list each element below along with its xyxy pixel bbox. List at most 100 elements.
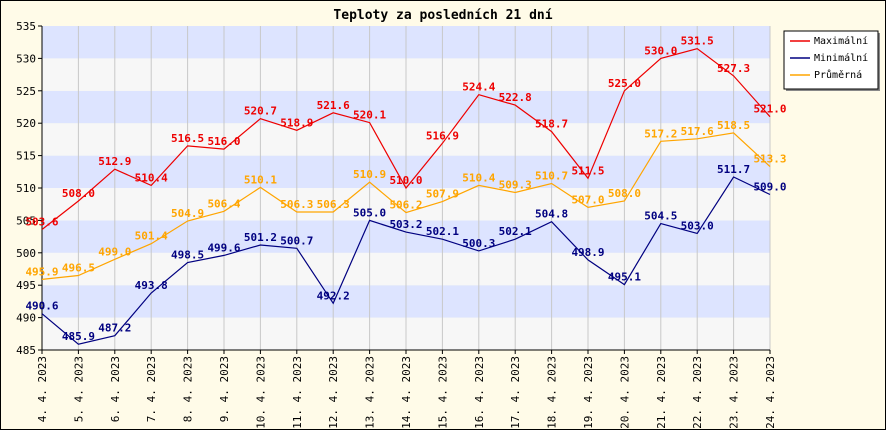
x-tick-label: 13. 4. 2023 — [364, 356, 377, 429]
data-label: 520.1 — [353, 109, 386, 122]
data-label: 496.5 — [62, 261, 95, 274]
data-label: 507.0 — [571, 193, 604, 206]
x-tick-label: 12. 4. 2023 — [327, 356, 340, 429]
data-label: 527.3 — [717, 62, 750, 75]
chart-title: Teploty za posledních 21 dní — [333, 8, 552, 23]
data-label: 507.9 — [426, 188, 459, 201]
data-label: 506.2 — [389, 199, 422, 212]
legend: Maximální Minimální Průměrná — [783, 30, 880, 91]
data-label: 522.8 — [499, 91, 532, 104]
x-tick-label: 7. 4. 2023 — [145, 356, 158, 422]
data-label: 511.7 — [717, 163, 750, 176]
data-label: 510.9 — [353, 168, 386, 181]
y-tick-label: 520 — [16, 117, 36, 130]
data-label: 503.2 — [389, 218, 422, 231]
x-tick-label: 23. 4. 2023 — [728, 356, 741, 429]
data-label: 516.9 — [426, 129, 459, 142]
x-tick-label: 18. 4. 2023 — [546, 356, 559, 429]
x-tick-label: 11. 4. 2023 — [291, 356, 304, 429]
data-label: 520.7 — [244, 105, 277, 118]
data-label: 502.1 — [499, 225, 532, 238]
data-label: 506.3 — [280, 198, 313, 211]
x-tick-label: 14. 4. 2023 — [400, 356, 413, 429]
data-label: 502.1 — [426, 225, 459, 238]
data-label: 485.9 — [62, 330, 95, 343]
data-label: 517.2 — [644, 127, 677, 140]
data-label: 503.6 — [25, 215, 58, 228]
data-label: 493.8 — [135, 279, 168, 292]
data-label: 490.6 — [25, 300, 58, 313]
data-label: 504.9 — [171, 207, 204, 220]
y-tick-label: 525 — [16, 85, 36, 98]
x-tick-label: 19. 4. 2023 — [582, 356, 595, 429]
data-label: 518.5 — [717, 119, 750, 132]
data-label: 498.9 — [571, 246, 604, 259]
data-label: 530.0 — [644, 44, 677, 57]
data-label: 512.9 — [98, 155, 131, 168]
data-label: 525.0 — [608, 77, 641, 90]
data-label: 513.3 — [753, 153, 786, 166]
y-tick-label: 490 — [16, 312, 36, 325]
x-tick-label: 8. 4. 2023 — [182, 356, 195, 422]
series-line-1 — [41, 176, 771, 345]
y-tick-label: 515 — [16, 150, 36, 163]
x-tick-label: 22. 4. 2023 — [691, 356, 704, 429]
data-label: 499.6 — [207, 241, 240, 254]
data-label: 500.3 — [462, 237, 495, 250]
data-label: 521.6 — [317, 99, 350, 112]
y-tick-label: 535 — [16, 20, 36, 33]
data-label: 487.2 — [98, 322, 131, 335]
y-tick-label: 500 — [16, 247, 36, 260]
x-tick-label: 15. 4. 2023 — [436, 356, 449, 429]
data-label: 524.4 — [462, 81, 495, 94]
x-tick-label: 10. 4. 2023 — [254, 356, 267, 429]
y-tick-label: 510 — [16, 182, 36, 195]
data-label: 506.3 — [317, 198, 350, 211]
series-lines — [41, 48, 771, 345]
series-line-2 — [41, 132, 771, 280]
data-label: 506.4 — [207, 197, 240, 210]
data-label: 518.7 — [535, 118, 568, 131]
data-label: 495.9 — [25, 265, 58, 278]
data-label: 492.2 — [317, 289, 350, 302]
data-label: 531.5 — [681, 35, 714, 48]
data-label: 510.0 — [389, 174, 422, 187]
data-label: 516.0 — [207, 135, 240, 148]
axes: 485 490 495 500 505 510 515 520 525 530 535 4. 4. 2… — [16, 20, 777, 429]
series-line-0 — [41, 48, 771, 230]
x-tick-label: 6. 4. 2023 — [109, 356, 122, 422]
x-tick-label: 21. 4. 2023 — [655, 356, 668, 429]
y-tick-label: 530 — [16, 52, 36, 65]
x-tick-label: 16. 4. 2023 — [473, 356, 486, 429]
y-tick-label: 485 — [16, 344, 36, 357]
data-label: 510.1 — [244, 173, 277, 186]
x-tick-label: 20. 4. 2023 — [618, 356, 631, 429]
data-label: 500.7 — [280, 234, 313, 247]
data-label: 521.0 — [753, 103, 786, 116]
data-label: 509.3 — [499, 179, 532, 192]
legend-label: Průměrná — [814, 69, 862, 81]
data-label: 503.0 — [681, 219, 714, 232]
data-label: 508.0 — [62, 187, 95, 200]
data-label: 504.8 — [535, 208, 568, 221]
x-tick-label: 4. 4. 2023 — [36, 356, 49, 422]
x-tick-label: 17. 4. 2023 — [509, 356, 522, 429]
legend-label: Maximální — [814, 35, 868, 47]
y-tick-label: 505 — [16, 214, 36, 227]
data-label: 510.7 — [535, 169, 568, 182]
data-label: 511.5 — [571, 164, 604, 177]
x-tick-label: 24. 4. 2023 — [764, 356, 777, 429]
data-label: 508.0 — [608, 187, 641, 200]
data-label: 501.2 — [244, 231, 277, 244]
data-label: 501.4 — [135, 230, 168, 243]
data-label: 495.1 — [608, 271, 641, 284]
data-label: 504.5 — [644, 210, 677, 223]
y-tick-label: 495 — [16, 279, 36, 292]
x-tick-label: 9. 4. 2023 — [218, 356, 231, 422]
data-label: 499.0 — [98, 245, 131, 258]
data-labels: 503.6 508.0 512.9 510.4 516.5 516.0 520.7518.9… — [25, 35, 786, 343]
data-label: 498.5 — [171, 249, 204, 262]
data-label: 516.5 — [171, 132, 204, 145]
data-label: 505.0 — [353, 206, 386, 219]
